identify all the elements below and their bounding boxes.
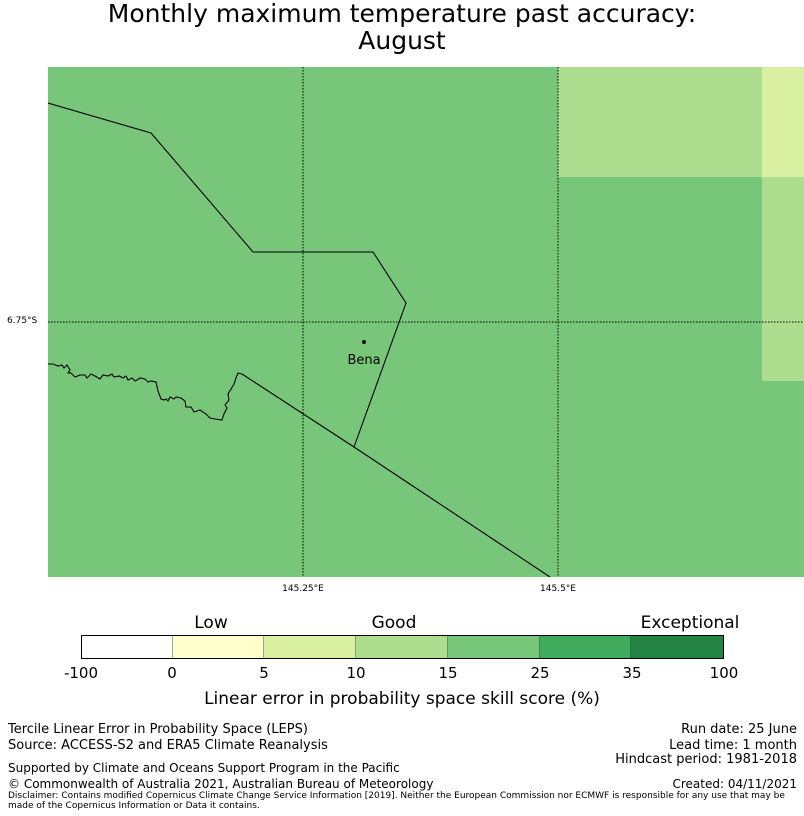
title-line-1: Monthly maximum temperature past accurac… bbox=[107, 0, 697, 28]
lat-label-6-75: 6.75°S bbox=[7, 316, 38, 326]
category-good: Good bbox=[371, 613, 417, 633]
map-panel[interactable]: Bena bbox=[47, 67, 804, 578]
footer-run-date: Run date: 25 June bbox=[681, 722, 797, 737]
colorbar-seg-1 bbox=[82, 636, 173, 658]
colorbar bbox=[81, 635, 724, 659]
footer-copyright: © Commonwealth of Australia 2021, Austra… bbox=[8, 777, 434, 791]
river-boundary bbox=[48, 363, 243, 421]
footer-disclaimer: Disclaimer: Contains modified Copernicus… bbox=[8, 791, 785, 811]
footer-method: Tercile Linear Error in Probability Spac… bbox=[8, 722, 308, 737]
chart-title: Monthly maximum temperature past accurac… bbox=[0, 0, 804, 54]
colorbar-tick: 35 bbox=[622, 664, 642, 682]
skill-cell-pale-yellow bbox=[762, 67, 804, 177]
colorbar-seg-5 bbox=[447, 636, 540, 658]
category-exceptional: Exceptional bbox=[640, 613, 740, 633]
colorbar-tick: 15 bbox=[438, 664, 458, 682]
colorbar-seg-7 bbox=[631, 636, 724, 658]
colorbar-seg-4 bbox=[356, 636, 448, 658]
footer-source: Source: ACCESS-S2 and ERA5 Climate Reana… bbox=[8, 738, 328, 753]
colorbar-tick: 5 bbox=[259, 664, 269, 682]
lon-label-145-25: 145.25°E bbox=[282, 584, 324, 594]
colorbar-tick: 25 bbox=[530, 664, 550, 682]
colorbar-tick: 10 bbox=[346, 664, 366, 682]
colorbar-seg-6 bbox=[539, 636, 632, 658]
bena-marker bbox=[362, 340, 366, 344]
bena-label: Bena bbox=[347, 353, 380, 368]
skill-cell-light-green-east bbox=[762, 177, 804, 381]
colorbar-seg-3 bbox=[264, 636, 357, 658]
footer-hindcast: Hindcast period: 1981-2018 bbox=[615, 752, 797, 767]
colorbar-seg-2 bbox=[172, 636, 265, 658]
category-low: Low bbox=[194, 613, 228, 633]
footer-created: Created: 04/11/2021 bbox=[672, 777, 797, 791]
skill-cell-light-green bbox=[558, 67, 762, 177]
footer-supported: Supported by Climate and Oceans Support … bbox=[8, 761, 400, 775]
map-canvas: Bena bbox=[47, 67, 804, 578]
title-line-2: August bbox=[358, 26, 446, 55]
colorbar-tick: 0 bbox=[167, 664, 177, 682]
colorbar-label: Linear error in probability space skill … bbox=[204, 689, 600, 709]
colorbar-tick: 100 bbox=[709, 664, 739, 682]
province-boundary-north bbox=[47, 102, 407, 448]
lon-label-145-5: 145.5°E bbox=[540, 584, 576, 594]
colorbar-tick: -100 bbox=[63, 664, 99, 682]
province-boundary-south bbox=[241, 373, 551, 578]
footer-lead-time: Lead time: 1 month bbox=[669, 738, 797, 753]
